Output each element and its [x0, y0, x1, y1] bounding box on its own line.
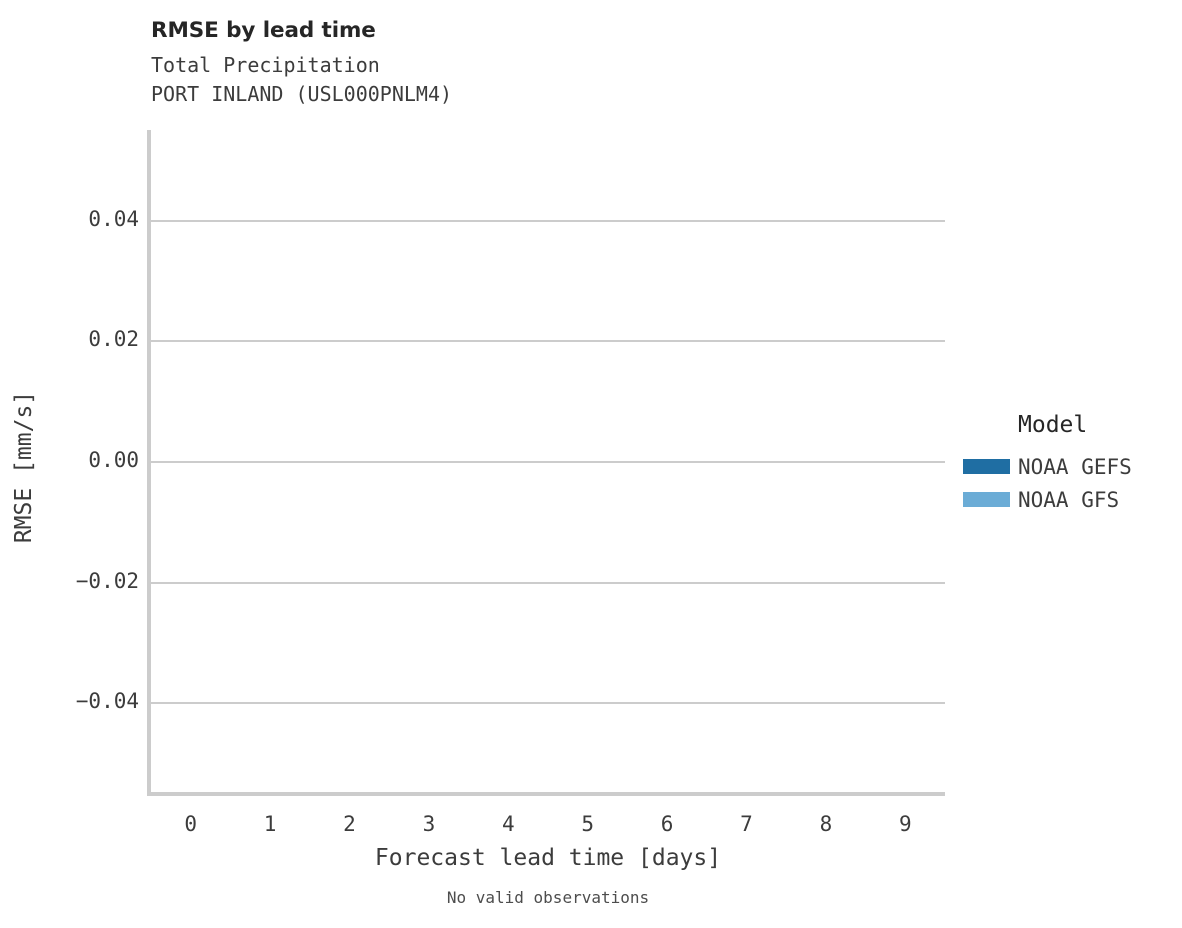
- y-axis-tick-label: 0.04: [88, 206, 139, 231]
- y-axis-spine: [147, 130, 151, 796]
- x-axis-tick-label: 5: [581, 812, 595, 836]
- x-axis-tick-label: 6: [660, 812, 674, 836]
- x-axis-tick-label: 1: [263, 812, 277, 836]
- legend-color-swatch: [963, 492, 1010, 507]
- y-axis-tick-label: 0.00: [88, 448, 139, 472]
- x-axis-tick-label: 0: [184, 812, 198, 836]
- chart-subtitle-station: PORT INLAND (USL000PNLM4): [151, 82, 453, 106]
- gridline: [151, 702, 945, 705]
- x-axis-tick-label: 2: [343, 812, 356, 836]
- x-axis-tick-label: 3: [422, 812, 436, 836]
- x-axis-tick-label: 4: [501, 812, 515, 836]
- gridline: [151, 461, 945, 463]
- y-axis-tick-label: −0.02: [75, 568, 139, 593]
- x-axis-tick-label: 9: [898, 812, 912, 836]
- legend-label: NOAA GEFS: [1018, 455, 1132, 479]
- legend-color-swatch: [963, 459, 1010, 474]
- chart-title: RMSE by lead time: [151, 18, 376, 43]
- gridline: [151, 581, 945, 584]
- y-axis-title: RMSE [mm/s]: [11, 390, 37, 544]
- x-axis-spine: [147, 792, 945, 796]
- x-axis-title: Forecast lead time [days]: [374, 845, 722, 871]
- y-axis-tick-label: 0.02: [88, 327, 139, 352]
- y-axis-tick-labels: 0.04 0.02 0.00 −0.02 −0.04: [12, 0, 139, 928]
- y-axis-tick-label: −0.04: [75, 689, 139, 714]
- x-axis-tick-label: 7: [740, 812, 753, 836]
- gridline: [151, 340, 945, 343]
- legend-title: Model: [1018, 412, 1088, 438]
- legend-label: NOAA GFS: [1018, 488, 1120, 512]
- chart-subtitle-variable: Total Precipitation: [151, 53, 380, 77]
- gridline: [151, 219, 945, 222]
- footer-note: No valid observations: [446, 888, 650, 907]
- x-axis-tick-label: 8: [819, 812, 833, 836]
